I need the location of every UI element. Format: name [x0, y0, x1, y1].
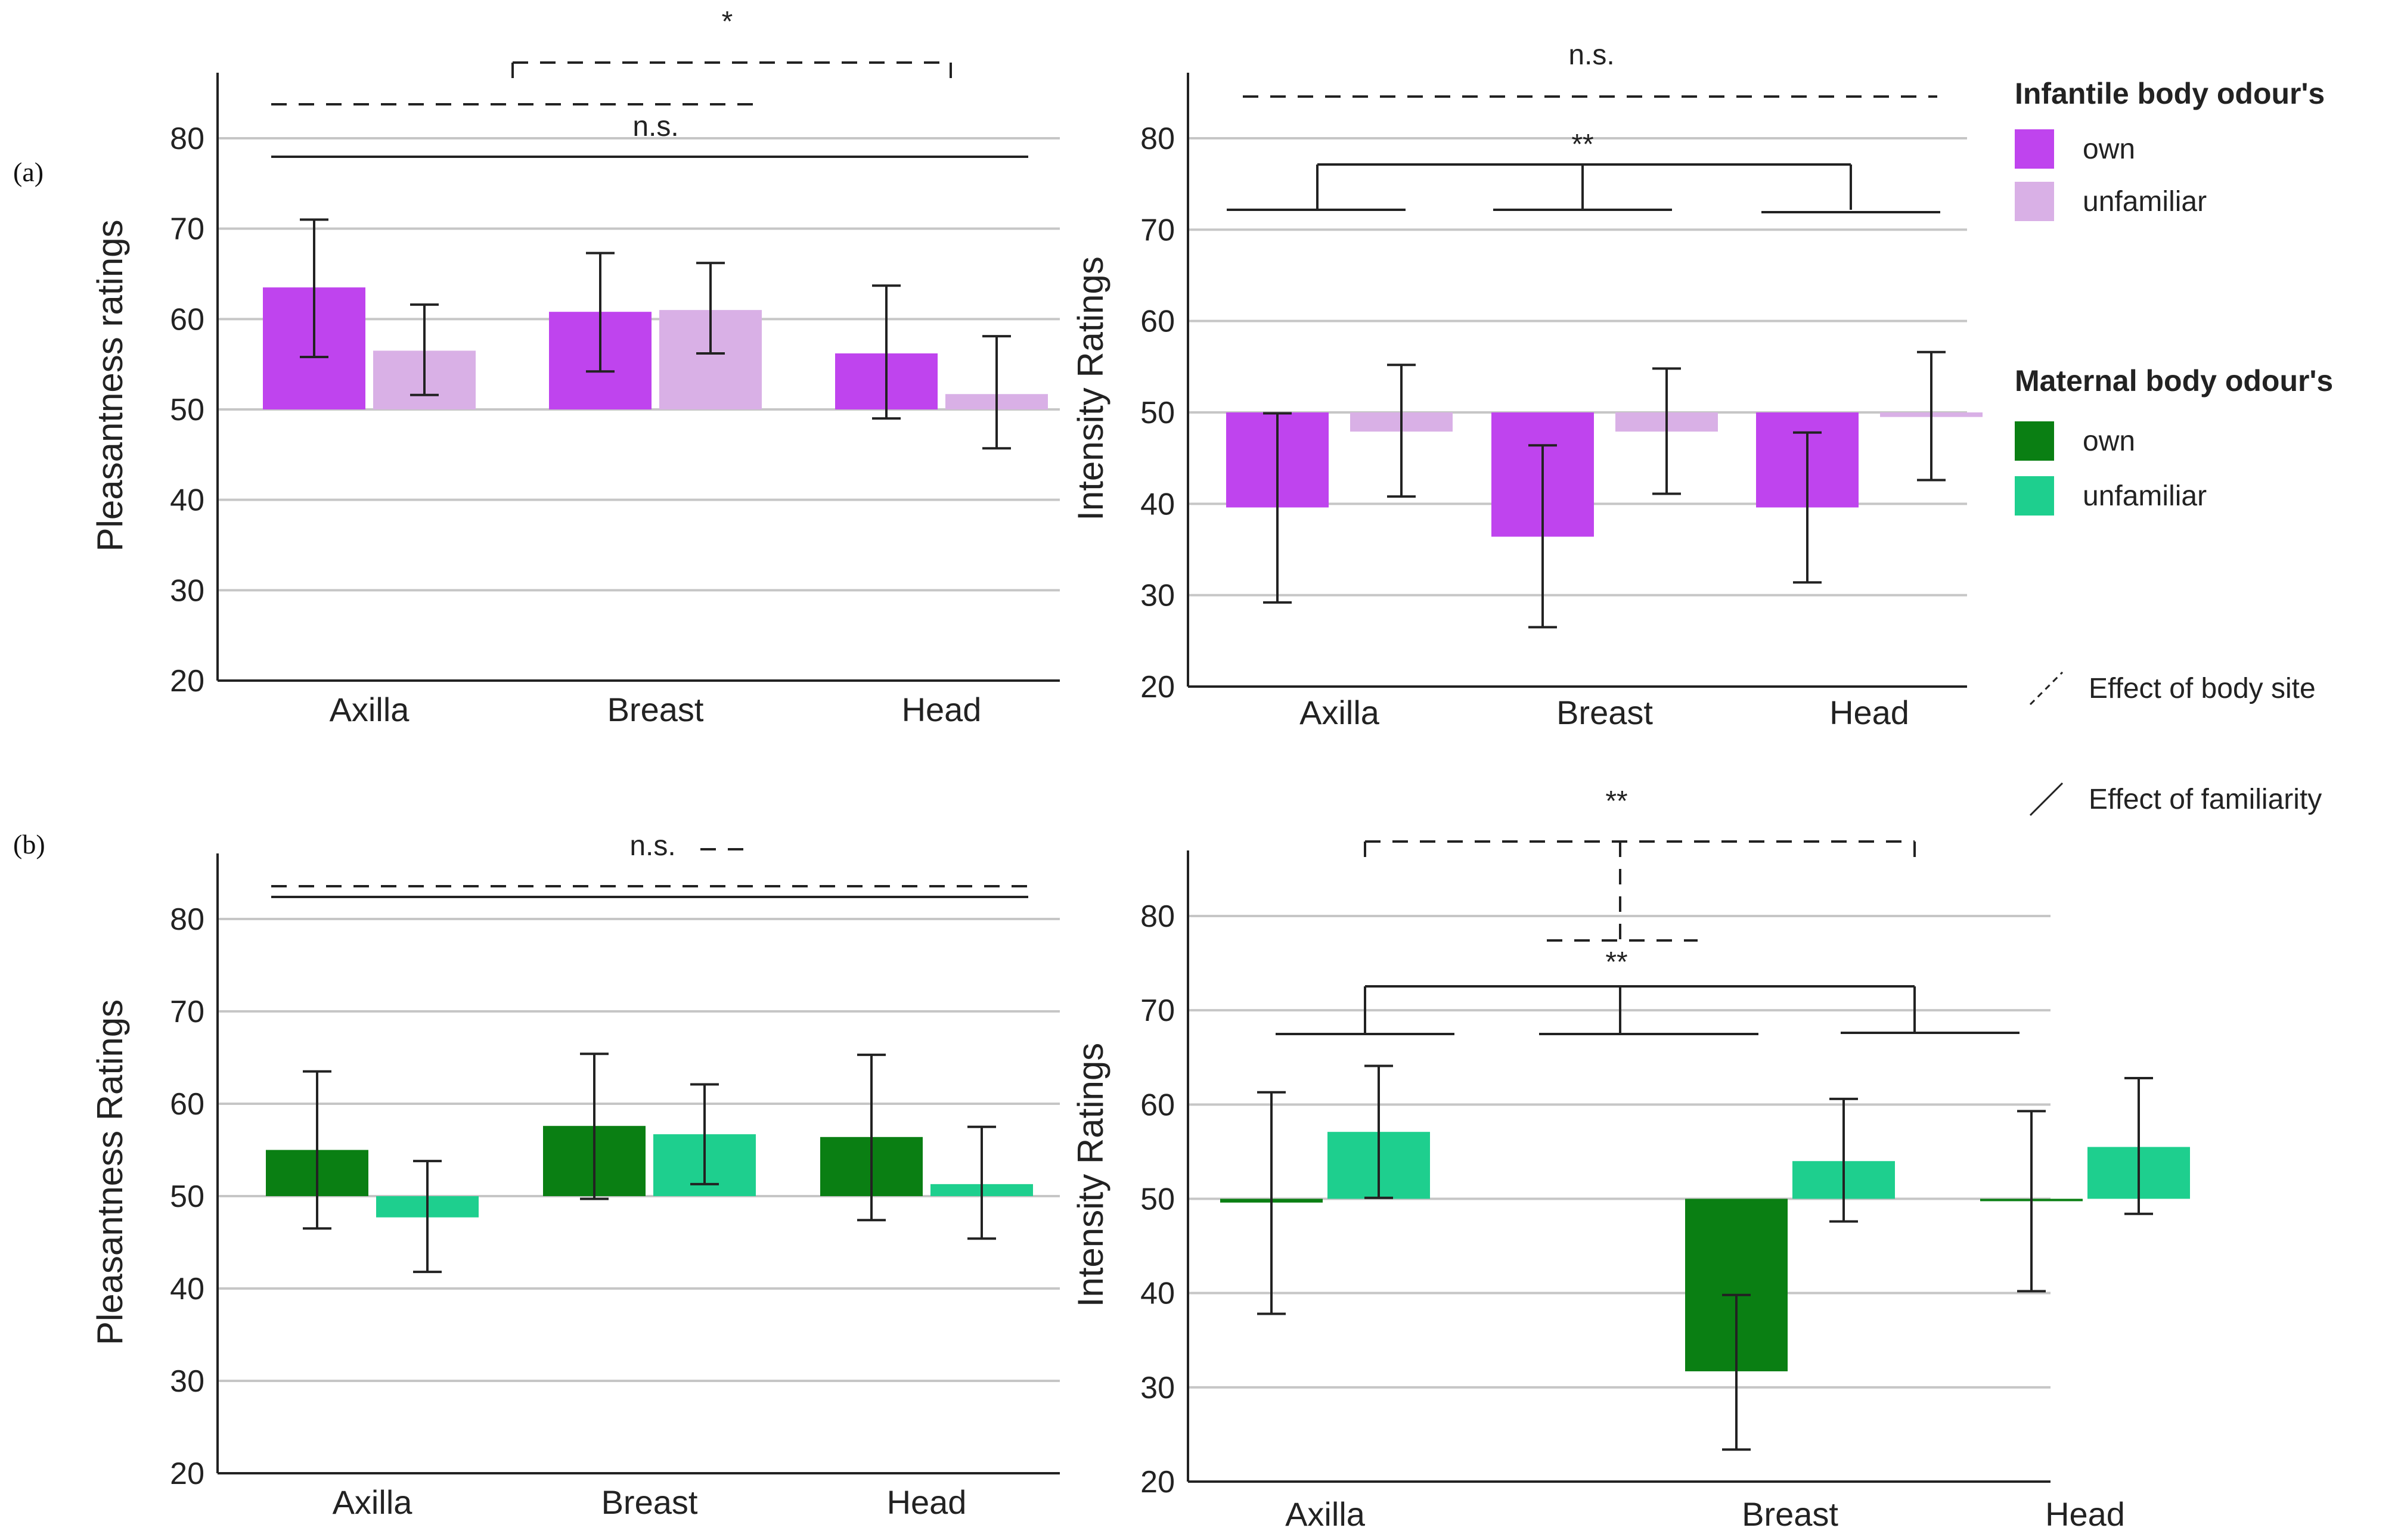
b-pleasantness-ytick-label: 80 [170, 902, 204, 937]
a-intensity-ytick-label: 20 [1140, 670, 1175, 704]
a-intensity-xtick-label-head: Head [1829, 694, 1909, 731]
a-pleasantness-y-axis-title: Pleasantness ratings [90, 220, 130, 552]
b-pleasantness-xtick-label-head: Head [887, 1483, 967, 1521]
b-intensity-ytick-label: 80 [1140, 899, 1175, 934]
a-pleasantness-ytick-label: 50 [170, 393, 204, 427]
a-pleasantness-xtick-label-head: Head [902, 691, 982, 728]
b-intensity-ytick-label: 50 [1140, 1182, 1175, 1217]
a-pleasantness-ytick-label: 70 [170, 212, 204, 247]
panel-label-b: (b) [13, 829, 45, 859]
b-pleasantness-sig-ns: n.s. [629, 830, 675, 862]
a-intensity-xtick-label-axilla: Axilla [1299, 694, 1380, 731]
a-intensity-ytick-label: 50 [1140, 396, 1175, 430]
legend-label-infant-own: own [2083, 133, 2136, 165]
b-pleasantness-ytick-label: 30 [170, 1364, 204, 1399]
legend-item-maternal-own: own [2015, 421, 2136, 461]
a-pleasantness-sig-ns: n.s. [632, 111, 678, 142]
b-intensity-xtick-label-head: Head [2045, 1495, 2125, 1533]
a-intensity-ytick-label: 30 [1140, 579, 1175, 613]
legend-label-maternal-unfamiliar: unfamiliar [2083, 480, 2207, 512]
b-pleasantness-y-axis-title: Pleasantness Ratings [90, 999, 130, 1345]
b-pleasantness-ytick-label: 40 [170, 1272, 204, 1306]
a-pleasantness-ytick-label: 20 [170, 664, 204, 698]
b-intensity-xtick-label-breast: Breast [1742, 1495, 1838, 1533]
legend-swatch-infant-unfamiliar [2015, 182, 2054, 221]
a-intensity-sig-stars: ** [1571, 129, 1593, 160]
panel-label-a: (a) [13, 157, 44, 187]
a-pleasantness-xtick-label-breast: Breast [607, 691, 704, 728]
a-pleasantness-xtick-label-axilla: Axilla [330, 691, 410, 728]
a-intensity-ytick-label: 80 [1140, 122, 1175, 156]
b-intensity-ytick-label: 70 [1140, 993, 1175, 1028]
a-pleasantness-ytick-label: 60 [170, 302, 204, 337]
b-intensity-y-axis-title: Intensity Ratings [1071, 1043, 1110, 1308]
b-pleasantness-ytick-label: 70 [170, 995, 204, 1029]
b-pleasantness-ytick-label: 50 [170, 1179, 204, 1214]
a-intensity-ytick-label: 40 [1140, 487, 1175, 521]
legend-swatch-maternal-unfamiliar [2015, 476, 2054, 516]
legend-swatch-maternal-own [2015, 421, 2054, 461]
a-intensity-y-axis-title: Intensity Ratings [1071, 256, 1110, 521]
a-intensity-ytick-label: 60 [1140, 305, 1175, 339]
a-intensity-ytick-label: 70 [1140, 213, 1175, 247]
legend-label-maternal-own: own [2083, 425, 2136, 457]
b-intensity-ytick-label: 30 [1140, 1371, 1175, 1405]
a-pleasantness-ytick-label: 40 [170, 483, 204, 518]
legend-label-body-site: Effect of body site [2089, 672, 2316, 704]
b-pleasantness-ytick-label: 60 [170, 1087, 204, 1122]
a-pleasantness-ytick-label: 80 [170, 122, 204, 156]
legend-item-body-site: Effect of body site [2028, 670, 2316, 707]
b-pleasantness-xtick-label-breast: Breast [601, 1483, 698, 1521]
legend-maternal-title: Maternal body odour's [2015, 364, 2334, 398]
dashed-line-icon [2029, 671, 2064, 706]
legend-item-infant-own: own [2015, 129, 2136, 169]
legend: Infantile body odour's own unfamiliar Ma… [2003, 66, 2396, 840]
b-intensity-ytick-label: 40 [1140, 1277, 1175, 1311]
b-pleasantness-ytick-label: 20 [170, 1457, 204, 1491]
a-pleasantness-sig-star: * [722, 6, 733, 38]
solid-line-icon [2029, 782, 2064, 816]
legend-item-maternal-unfamiliar: unfamiliar [2015, 476, 2207, 516]
legend-label-infant-unfamiliar: unfamiliar [2083, 185, 2207, 218]
b-intensity-xtick-label-axilla: Axilla [1285, 1495, 1366, 1533]
b-intensity-sig-stars-familiarity: ** [1605, 946, 1627, 978]
b-intensity-sig-stars-body-site: ** [1605, 785, 1627, 817]
legend-item-familiarity: Effect of familiarity [2028, 781, 2322, 818]
legend-swatch-infant-own [2015, 129, 2054, 169]
legend-infant-title: Infantile body odour's [2015, 77, 2325, 110]
a-intensity-sig-ns: n.s. [1568, 39, 1614, 71]
b-intensity-ytick-label: 20 [1140, 1465, 1175, 1499]
a-pleasantness-ytick-label: 30 [170, 573, 204, 608]
b-pleasantness-xtick-label-axilla: Axilla [333, 1483, 413, 1521]
a-intensity-xtick-label-breast: Breast [1556, 694, 1653, 731]
b-intensity-ytick-label: 60 [1140, 1088, 1175, 1122]
legend-item-infant-unfamiliar: unfamiliar [2015, 182, 2207, 221]
legend-label-familiarity: Effect of familiarity [2089, 783, 2322, 815]
